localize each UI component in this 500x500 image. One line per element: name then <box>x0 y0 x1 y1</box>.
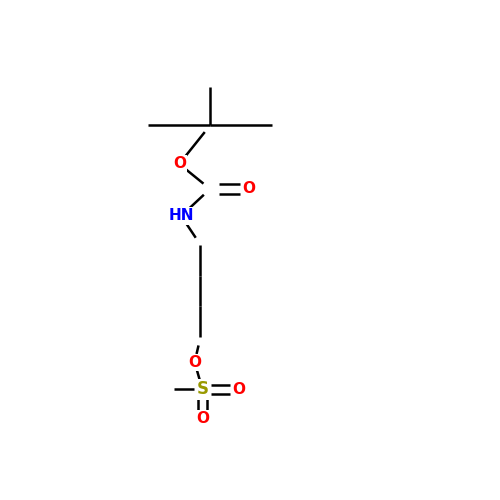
Text: HN: HN <box>168 208 194 224</box>
Text: S: S <box>196 380 208 398</box>
Text: O: O <box>232 382 245 396</box>
Text: O: O <box>242 182 255 196</box>
Text: O: O <box>196 412 209 426</box>
Text: O: O <box>188 354 201 370</box>
Text: O: O <box>173 156 186 172</box>
